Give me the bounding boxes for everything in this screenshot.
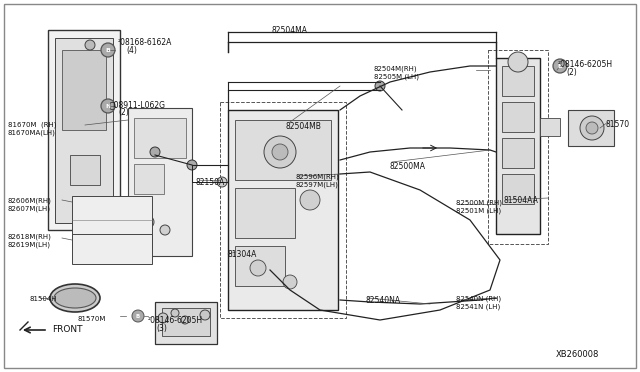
Circle shape: [586, 122, 598, 134]
Text: 81670M  (RH): 81670M (RH): [8, 122, 56, 128]
Text: 81570M: 81570M: [78, 316, 106, 322]
Circle shape: [187, 160, 197, 170]
Circle shape: [85, 40, 95, 50]
Text: 82500M (RH): 82500M (RH): [456, 200, 502, 206]
Circle shape: [101, 99, 115, 113]
Circle shape: [283, 275, 297, 289]
Bar: [235, 246, 285, 286]
Text: 82501M (LH): 82501M (LH): [456, 208, 501, 215]
Circle shape: [200, 310, 210, 320]
Bar: [134, 164, 164, 194]
Bar: [162, 308, 210, 336]
Bar: [48, 30, 120, 230]
Text: 82150A: 82150A: [196, 178, 225, 187]
Bar: [502, 138, 534, 168]
Text: 82618M(RH): 82618M(RH): [8, 234, 52, 241]
Text: 82606M(RH): 82606M(RH): [8, 198, 52, 205]
Bar: [72, 234, 152, 264]
Text: 81670MA(LH): 81670MA(LH): [8, 130, 56, 137]
Text: 82504MB: 82504MB: [286, 122, 322, 131]
Circle shape: [250, 260, 266, 276]
Text: 81504H: 81504H: [30, 296, 58, 302]
Circle shape: [132, 310, 144, 322]
Circle shape: [580, 116, 604, 140]
Bar: [502, 66, 534, 96]
Text: B: B: [557, 64, 563, 68]
Text: 81304A: 81304A: [228, 250, 257, 259]
Circle shape: [217, 177, 227, 187]
Bar: [540, 118, 560, 136]
Text: (3): (3): [156, 324, 167, 333]
Bar: [220, 102, 346, 318]
Bar: [568, 110, 614, 146]
Text: ²08146-6205H: ²08146-6205H: [558, 60, 613, 69]
Circle shape: [272, 144, 288, 160]
Bar: [128, 108, 192, 256]
Text: N: N: [106, 103, 111, 109]
Bar: [72, 196, 152, 248]
Text: (2): (2): [118, 108, 129, 117]
Circle shape: [171, 309, 179, 317]
Circle shape: [264, 136, 296, 168]
Bar: [70, 155, 100, 185]
Text: 82504MA: 82504MA: [272, 26, 308, 35]
Text: ²08146-6205H: ²08146-6205H: [148, 316, 203, 325]
Text: 81504AA: 81504AA: [504, 196, 539, 205]
Bar: [502, 174, 534, 204]
Text: 82540NA: 82540NA: [366, 296, 401, 305]
Text: 82541N (LH): 82541N (LH): [456, 304, 500, 311]
Text: B: B: [106, 48, 111, 52]
Text: 82505M (LH): 82505M (LH): [374, 74, 419, 80]
Text: 81570: 81570: [606, 120, 630, 129]
Bar: [496, 58, 540, 234]
Bar: [502, 102, 534, 132]
Text: 82619M(LH): 82619M(LH): [8, 242, 51, 248]
Bar: [134, 118, 186, 158]
Text: ⓝ08911-L062G: ⓝ08911-L062G: [110, 100, 166, 109]
Bar: [155, 302, 217, 344]
Text: B: B: [136, 314, 140, 318]
Text: 82597M(LH): 82597M(LH): [295, 182, 338, 189]
Circle shape: [375, 81, 385, 91]
Text: FRONT: FRONT: [52, 326, 83, 334]
Text: 82500MA: 82500MA: [390, 162, 426, 171]
Bar: [235, 120, 331, 180]
Text: XB260008: XB260008: [556, 350, 600, 359]
Bar: [488, 50, 548, 244]
Circle shape: [142, 216, 154, 228]
Circle shape: [300, 190, 320, 210]
Bar: [228, 110, 338, 310]
Bar: [55, 38, 113, 223]
Circle shape: [150, 147, 160, 157]
Ellipse shape: [54, 288, 96, 308]
Circle shape: [160, 225, 170, 235]
Bar: [235, 188, 295, 238]
Circle shape: [158, 313, 168, 323]
Text: 82540N (RH): 82540N (RH): [456, 296, 501, 302]
Text: 82596M(RH): 82596M(RH): [295, 174, 339, 180]
Circle shape: [181, 316, 189, 324]
Circle shape: [553, 59, 567, 73]
Circle shape: [508, 52, 528, 72]
Text: ²08168-6162A: ²08168-6162A: [118, 38, 172, 47]
Circle shape: [101, 43, 115, 57]
Text: (2): (2): [566, 68, 577, 77]
Text: (4): (4): [126, 46, 137, 55]
Text: 82504M(RH): 82504M(RH): [374, 66, 418, 73]
Text: 82607M(LH): 82607M(LH): [8, 206, 51, 212]
Ellipse shape: [50, 284, 100, 312]
Bar: [62, 50, 106, 130]
